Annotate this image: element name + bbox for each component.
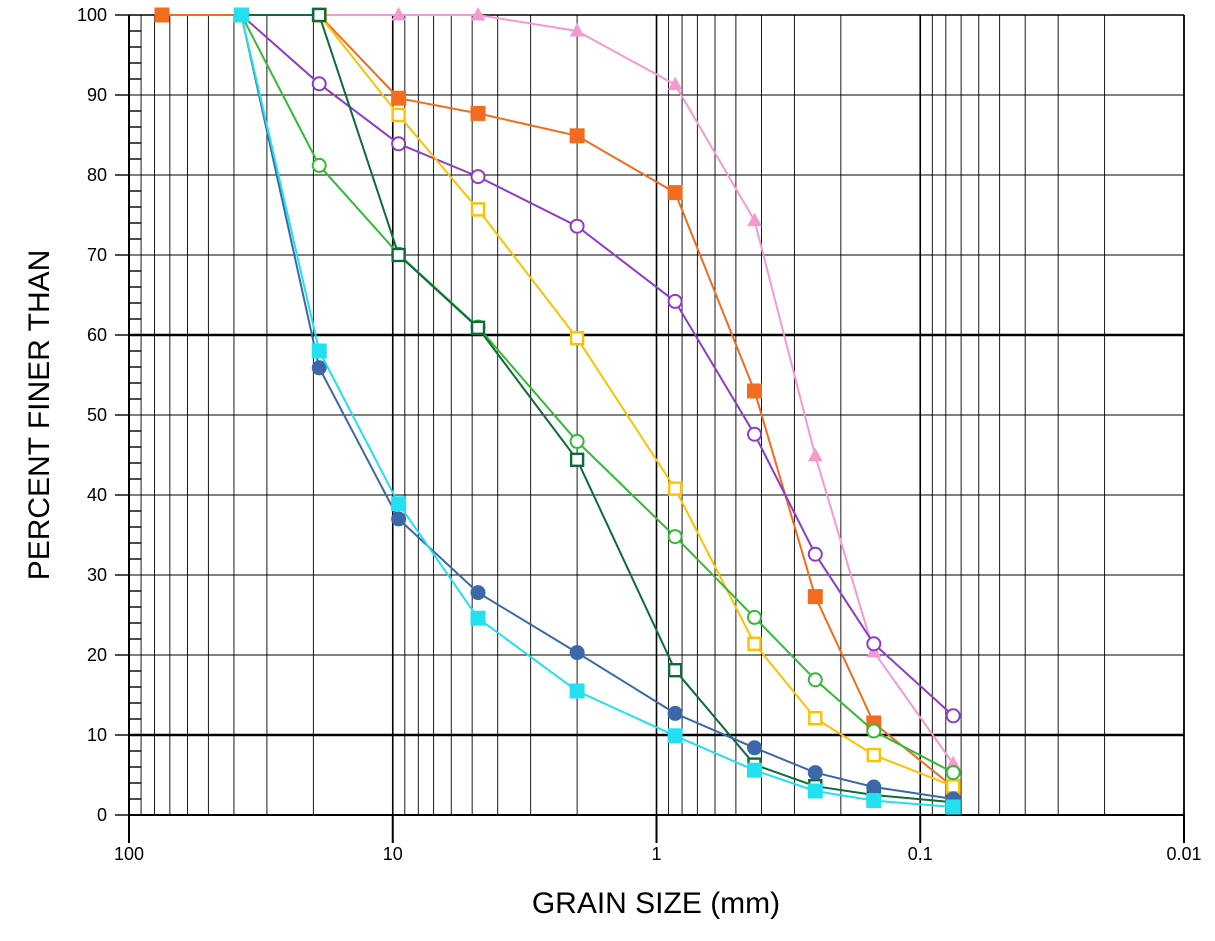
data-point — [569, 452, 585, 467]
data-point — [866, 636, 882, 652]
data-point — [391, 496, 407, 512]
data-point — [747, 426, 763, 442]
data-point — [311, 360, 327, 376]
series-2 — [233, 7, 961, 724]
data-point — [747, 740, 763, 756]
y-tick-label: 0 — [97, 805, 107, 825]
data-point — [866, 779, 882, 795]
data-point — [866, 793, 882, 809]
data-point — [807, 589, 823, 605]
series-line — [241, 14, 954, 788]
y-tick-label: 100 — [77, 5, 107, 25]
data-point — [946, 779, 961, 794]
data-point — [807, 546, 823, 562]
series-line — [240, 14, 954, 717]
x-tick-label: 0.01 — [1166, 844, 1201, 864]
data-point — [807, 783, 823, 799]
x-tick-label: 10 — [383, 844, 403, 864]
data-point — [667, 705, 683, 721]
data-point — [945, 799, 961, 815]
data-point — [667, 76, 683, 91]
data-point — [391, 136, 407, 152]
data-point — [470, 320, 486, 335]
y-tick-label: 20 — [87, 645, 107, 665]
data-point — [569, 683, 585, 699]
data-point — [470, 105, 486, 121]
x-tick-label: 100 — [114, 844, 144, 864]
data-point — [470, 585, 486, 601]
y-tick-label: 70 — [87, 245, 107, 265]
y-axis-title: PERCENT FINER THAN — [23, 250, 56, 581]
data-point — [311, 157, 327, 173]
data-point — [391, 6, 406, 21]
grid — [129, 14, 1185, 815]
series-3 — [234, 7, 961, 794]
data-point — [667, 728, 683, 744]
data-point — [807, 765, 823, 781]
data-point — [807, 447, 823, 462]
data-point — [667, 481, 683, 496]
series-line — [241, 14, 954, 804]
data-point — [747, 212, 762, 227]
data-point — [391, 90, 407, 106]
data-point — [311, 343, 327, 359]
data-point — [311, 76, 327, 92]
series-line — [240, 14, 954, 774]
data-point — [808, 711, 823, 726]
series-6 — [233, 7, 961, 807]
data-point — [569, 433, 585, 449]
data-point — [747, 636, 762, 651]
data-point — [470, 610, 486, 626]
x-tick-label: 0.1 — [908, 844, 933, 864]
y-tick-label: 30 — [87, 565, 107, 585]
series-line — [240, 14, 954, 808]
data-point — [391, 107, 406, 123]
data-point — [667, 529, 683, 545]
data-point — [667, 185, 683, 201]
data-point — [667, 663, 683, 678]
x-tick-label: 1 — [651, 844, 661, 864]
series-4 — [233, 7, 961, 781]
y-tick-label: 10 — [87, 725, 107, 745]
data-point — [747, 609, 763, 625]
series-7 — [233, 7, 961, 815]
data-point — [945, 765, 961, 781]
data-point — [667, 293, 683, 309]
data-point — [945, 708, 961, 724]
data-point — [312, 7, 327, 23]
data-point — [866, 723, 882, 739]
data-point — [747, 762, 763, 778]
data-point — [470, 202, 486, 217]
y-tick-label: 90 — [87, 85, 107, 105]
data-point — [470, 169, 486, 185]
data-point — [154, 7, 170, 23]
data-point — [569, 22, 585, 37]
data-point — [391, 247, 406, 263]
tick-labels: 0 10 20 30 40 50 60 70 80 90 100 100 10 1 0.1 0.01 — [77, 5, 1202, 864]
data-point — [866, 747, 882, 763]
data-point — [569, 645, 585, 661]
data-point — [807, 672, 823, 688]
y-tick-label: 80 — [87, 165, 107, 185]
data-point — [569, 218, 585, 234]
series-line — [240, 14, 954, 800]
y-tick-label: 50 — [87, 405, 107, 425]
data-point — [569, 128, 585, 144]
y-tick-label: 60 — [87, 325, 107, 345]
data-point — [233, 7, 249, 23]
data-point — [470, 6, 486, 21]
series-group — [154, 6, 961, 815]
x-axis-title: GRAIN SIZE (mm) — [532, 887, 780, 920]
data-point — [569, 331, 585, 346]
data-point — [747, 383, 763, 399]
data-point — [391, 511, 407, 527]
y-tick-label: 40 — [87, 485, 107, 505]
